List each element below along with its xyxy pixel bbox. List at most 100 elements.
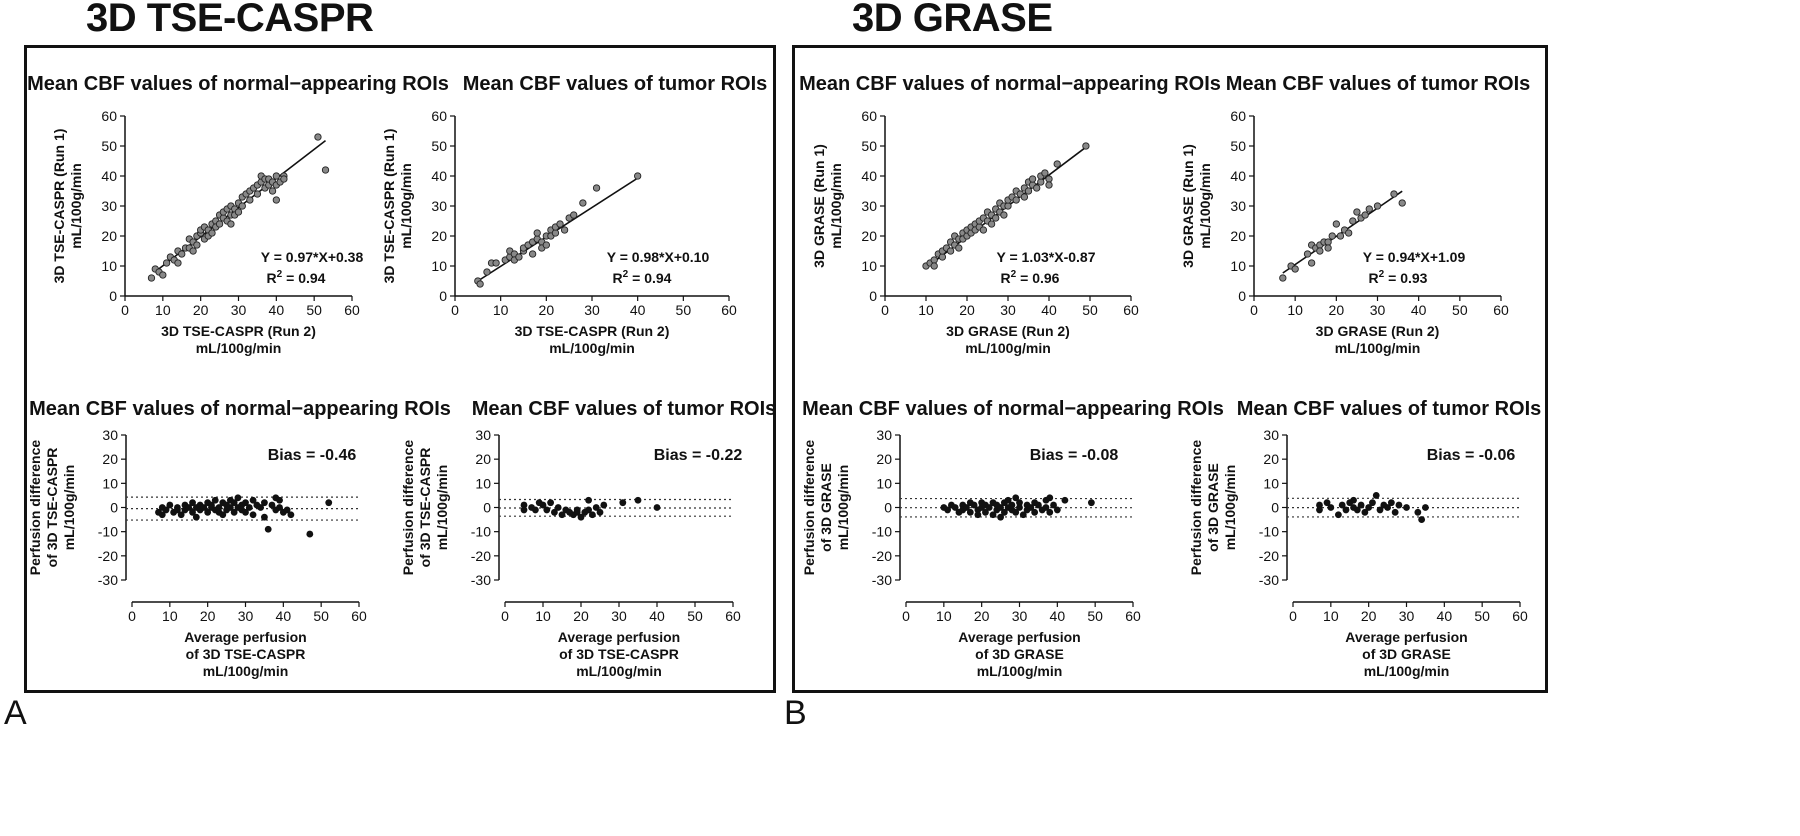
panel-b-title: 3D GRASE	[852, 0, 1053, 40]
a-corr-normal-x-tick-label: 10	[155, 302, 171, 318]
a-ba-normal-point	[245, 504, 253, 511]
a-ba-normal-point	[249, 511, 257, 519]
b-ba-tumor-point	[1350, 496, 1357, 504]
a-ba-tumor-y-tick-label: 20	[475, 451, 491, 467]
b-ba-normal-y-label: of 3D GRASE	[818, 463, 834, 552]
b-corr-tumor-y-label: 3D GRASE (Run 1)	[1180, 144, 1196, 268]
a-corr-tumor-r2: R2 = 0.94	[613, 269, 672, 286]
a-ba-tumor-point	[600, 501, 608, 509]
a-ba-normal-point	[257, 504, 265, 511]
b-corr-normal-y-label: 3D GRASE (Run 1)	[811, 144, 827, 268]
a-ba-tumor-point	[520, 506, 528, 514]
a-corr-normal-x-tick-label: 60	[344, 302, 360, 318]
b-corr-tumor-y-tick-label: 60	[1230, 108, 1246, 124]
b-ba-normal-point	[1027, 504, 1035, 511]
b-corr-tumor-point	[1303, 250, 1312, 258]
b-ba-normal-y-tick-label: -20	[872, 548, 892, 564]
a-ba-normal-y-label: mL/100g/min	[61, 465, 77, 551]
b-corr-normal-x-label: 3D GRASE (Run 2)	[946, 323, 1070, 339]
a-ba-tumor-y-label: Perfusion difference	[400, 440, 416, 576]
a-corr-normal-y-tick-label: 60	[101, 108, 117, 124]
a-corr-normal-point	[162, 259, 171, 267]
a-ba-tumor-y-label: of 3D TSE-CASPR	[417, 448, 433, 568]
b-ba-normal-y-label: mL/100g/min	[835, 465, 851, 551]
b-ba-tumor-y-label: Perfusion difference	[1188, 440, 1204, 576]
b-ba-normal-point	[1012, 508, 1020, 516]
a-corr-tumor-y-tick-label: 0	[439, 288, 447, 304]
b-ba-tumor-x-label: of 3D GRASE	[1362, 646, 1451, 662]
a-corr-normal-r2: R2 = 0.94	[267, 269, 326, 286]
b-ba-tumor-x-tick-label: 60	[1512, 608, 1528, 624]
a-corr-normal-point	[178, 250, 186, 258]
b-ba-normal-point	[1012, 494, 1020, 502]
a-ba-tumor-y-tick-label: 30	[475, 427, 491, 443]
b-corr-normal-point	[1045, 175, 1053, 183]
a-corr-tumor-point	[570, 211, 578, 219]
a-ba-normal-point	[325, 499, 333, 507]
b-corr-normal-x-tick-label: 30	[1000, 302, 1016, 318]
b-ba-normal-y-tick-label: 0	[884, 500, 892, 516]
a-corr-tumor-x-tick-label: 50	[676, 302, 692, 318]
a-ba-tumor-x-tick-label: 20	[573, 608, 589, 624]
b-corr-normal-point	[1041, 169, 1049, 177]
a-ba-normal-point	[174, 506, 181, 514]
a-ba-tumor-x-tick-label: 0	[501, 608, 509, 624]
a-corr-tumor-x-tick-label: 30	[584, 302, 600, 318]
b-ba-tumor-x-tick-label: 0	[1289, 608, 1297, 624]
a-ba-normal-y-tick-label: -20	[98, 548, 118, 564]
b-ba-normal-bias-label: Bias = -0.08	[1030, 447, 1119, 464]
b-ba-tumor-point	[1353, 506, 1361, 514]
a-corr-tumor-point	[492, 259, 500, 267]
a-ba-normal-y-label: of 3D TSE-CASPR	[44, 448, 60, 568]
b-corr-normal-point	[1037, 178, 1045, 186]
a-ba-normal-point	[268, 501, 276, 509]
a-corr-normal-point	[253, 190, 262, 198]
a-corr-tumor-point	[579, 199, 587, 207]
a-corr-tumor-point	[528, 250, 537, 258]
a-corr-tumor-y-tick-label: 10	[431, 258, 447, 274]
a-corr-tumor-point	[533, 229, 541, 237]
b-ba-normal-point	[1008, 501, 1016, 509]
panel-a-title: 3D TSE-CASPR	[86, 0, 374, 40]
a-corr-normal-point	[272, 196, 280, 204]
b-corr-normal-point	[1004, 202, 1012, 210]
a-ba-tumor-x-tick-label: 10	[535, 608, 551, 624]
a-ba-normal-y-tick-label: 0	[110, 500, 118, 516]
a-ba-normal-x-label: of 3D TSE-CASPR	[186, 646, 306, 662]
a-corr-tumor-equation: Y = 0.98*X+0.10	[607, 249, 710, 265]
a-corr-normal-y-tick-label: 30	[101, 198, 117, 214]
a-ba-normal-bias-label: Bias = -0.46	[268, 447, 357, 464]
a-ba-tumor-y-label: mL/100g/min	[434, 465, 450, 551]
b-corr-normal-title: Mean CBF values of normal−appearing ROIs	[799, 73, 1221, 95]
a-ba-normal-point	[192, 513, 200, 521]
b-corr-normal-y-tick-label: 40	[861, 168, 877, 184]
b-corr-tumor-equation: Y = 0.94*X+1.09	[1363, 249, 1466, 265]
a-corr-tumor-point	[560, 226, 569, 234]
a-ba-normal-x-label: mL/100g/min	[203, 663, 289, 679]
a-corr-tumor-y-tick-label: 60	[431, 108, 447, 124]
b-corr-tumor-point	[1349, 217, 1357, 225]
b-ba-tumor-y-tick-label: 20	[1263, 451, 1279, 467]
a-corr-normal-point	[174, 259, 182, 267]
a-corr-normal-y-tick-label: 20	[101, 228, 117, 244]
b-ba-normal-y-tick-label: 10	[876, 475, 892, 491]
a-corr-tumor-point	[476, 280, 484, 288]
a-corr-normal-x-tick-label: 0	[121, 302, 129, 318]
a-ba-normal-point	[264, 525, 272, 533]
b-ba-tumor-point	[1384, 504, 1391, 511]
a-corr-normal-y-label: mL/100g/min	[68, 163, 84, 249]
b-corr-tumor-r2: R2 = 0.93	[1369, 269, 1428, 286]
b-ba-normal-x-tick-label: 40	[1050, 608, 1066, 624]
b-ba-tumor-point	[1414, 508, 1422, 516]
a-ba-normal-x-tick-label: 20	[200, 608, 216, 624]
b-ba-normal-point	[985, 504, 993, 511]
b-ba-tumor-point	[1369, 499, 1376, 507]
a-ba-normal-point	[215, 504, 223, 511]
b-corr-normal-r2: R2 = 0.96	[1001, 269, 1060, 286]
a-ba-normal-point	[189, 508, 196, 516]
a-corr-normal-point	[234, 208, 243, 216]
a-ba-normal-point	[162, 506, 170, 514]
a-ba-tumor-y-tick-label: -10	[471, 524, 491, 540]
panel-b-letter: B	[784, 694, 807, 732]
b-ba-tumor-x-tick-label: 10	[1323, 608, 1339, 624]
